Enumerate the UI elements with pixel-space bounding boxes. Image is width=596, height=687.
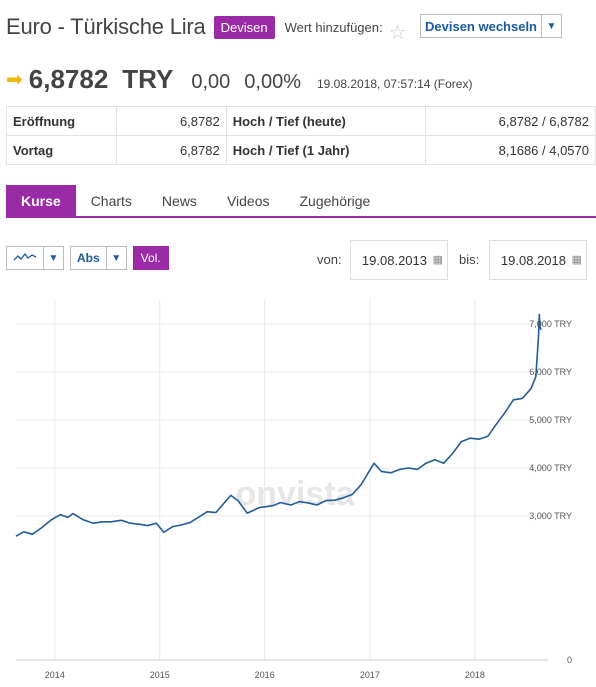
- table-row: Eröffnung 6,8782 Hoch / Tief (heute) 6,8…: [6, 106, 596, 136]
- y-tick-label: 5,000 TRY: [529, 415, 572, 425]
- x-tick-label: 2017: [360, 670, 380, 680]
- chevron-down-icon[interactable]: ▼: [105, 247, 126, 269]
- price-currency: TRY: [122, 64, 174, 94]
- y-tick-label: 0: [567, 655, 572, 665]
- stats-table: Eröffnung 6,8782 Hoch / Tief (heute) 6,8…: [6, 106, 596, 165]
- price-change: 0,00: [191, 71, 231, 93]
- tab-charts[interactable]: Charts: [90, 193, 132, 209]
- stat-value: 8,1686 / 4,0570: [425, 135, 596, 165]
- x-tick-label: 2018: [465, 670, 485, 680]
- arrow-right-icon: ➡: [6, 69, 23, 91]
- last-price: 6,8782: [28, 64, 109, 94]
- y-tick-label: 7,000 TRY: [529, 319, 572, 329]
- stat-label: Hoch / Tief (heute): [225, 106, 427, 136]
- price-line: ➡ 6,8782 TRY 0,00 0,00% 19.08.2018, 07:5…: [6, 64, 472, 98]
- stat-label: Vortag: [6, 135, 117, 165]
- y-axis-labels: 0 3,000 TRY 4,000 TRY 5,000 TRY 6,000 TRY 7,0…: [529, 319, 572, 665]
- x-tick-label: 2016: [255, 670, 275, 680]
- tab-bar: Kurse Charts News Videos Zugehörige: [6, 185, 596, 218]
- to-label: bis:: [459, 252, 480, 267]
- line-chart-icon: [7, 251, 43, 266]
- stat-label: Hoch / Tief (1 Jahr): [225, 135, 427, 165]
- chart-grid: [16, 300, 548, 661]
- y-tick-label: 4,000 TRY: [529, 463, 572, 473]
- chevron-down-icon[interactable]: ▼: [541, 15, 561, 37]
- y-tick-label: 6,000 TRY: [529, 367, 572, 377]
- tab-news[interactable]: News: [161, 193, 197, 209]
- from-date-input[interactable]: 19.08.2013 ▦: [350, 240, 448, 280]
- calendar-icon[interactable]: ▦: [432, 254, 443, 266]
- chevron-down-icon[interactable]: ▼: [43, 247, 63, 269]
- asset-class-badge[interactable]: Devisen: [213, 15, 275, 39]
- price-change-percent: 0,00%: [244, 71, 301, 93]
- watchlist-label: Wert hinzufügen:: [284, 19, 383, 35]
- stat-value: 6,8782 / 6,8782: [425, 106, 596, 136]
- calendar-icon[interactable]: ▦: [571, 254, 582, 266]
- price-chart[interactable]: onvista 0 3,000 TRY 4,000 TRY 5,000 TRY 6,00…: [0, 290, 596, 687]
- quote-timestamp: 19.08.2018, 07:57:14 (Forex): [317, 77, 473, 91]
- chart-controls: ▼ Abs ▼ Vol.: [6, 246, 169, 270]
- stat-value: 6,8782: [115, 135, 227, 165]
- tab-kurse[interactable]: Kurse: [6, 185, 76, 216]
- stat-value: 6,8782: [115, 106, 227, 136]
- chart-type-select[interactable]: ▼: [6, 246, 64, 270]
- volume-button[interactable]: Vol.: [132, 246, 169, 270]
- from-label: von:: [317, 252, 342, 267]
- x-axis-labels: 2014 2015 2016 2017 2018: [45, 670, 485, 680]
- star-icon[interactable]: ☆: [388, 22, 407, 44]
- watermark-text: onvista: [235, 475, 355, 513]
- x-tick-label: 2015: [150, 670, 170, 680]
- currency-switch-label: Devisen wechseln: [425, 18, 537, 34]
- scale-select-label: Abs: [77, 251, 100, 265]
- tab-zugehoerige[interactable]: Zugehörige: [299, 193, 371, 209]
- tab-videos[interactable]: Videos: [226, 193, 270, 209]
- chart-series: [15, 313, 542, 537]
- scale-select[interactable]: Abs ▼: [70, 246, 127, 270]
- table-row: Vortag 6,8782 Hoch / Tief (1 Jahr) 8,168…: [6, 135, 596, 165]
- to-date-input[interactable]: 19.08.2018 ▦: [489, 240, 587, 280]
- stat-label: Eröffnung: [6, 106, 117, 136]
- page-title: Euro - Türkische Lira: [6, 14, 206, 39]
- currency-switch-dropdown[interactable]: Devisen wechseln ▼: [420, 14, 562, 38]
- from-date-value: 19.08.2013: [361, 252, 427, 268]
- series-line-eur-try: [15, 313, 542, 537]
- quote-header: Euro - Türkische Lira Devisen Wert hinzu…: [6, 12, 407, 44]
- to-date-value: 19.08.2018: [500, 252, 566, 268]
- y-tick-label: 3,000 TRY: [529, 511, 572, 521]
- x-tick-label: 2014: [45, 670, 65, 680]
